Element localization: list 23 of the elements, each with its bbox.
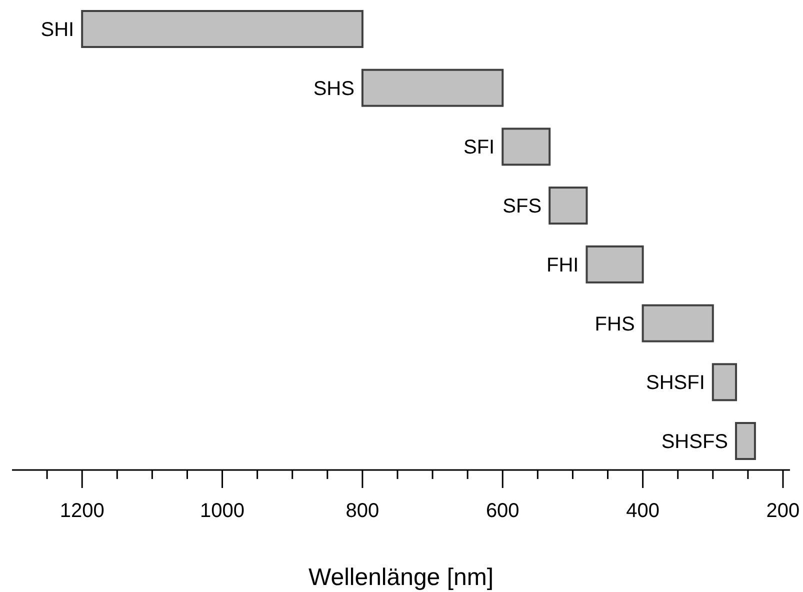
- x-tick-label: 800: [346, 500, 380, 522]
- y-tick-label: SHSFS: [661, 431, 728, 453]
- bar: [712, 363, 738, 402]
- y-tick-label: FHI: [546, 254, 579, 276]
- y-tick-label: SHS: [313, 78, 354, 100]
- bar: [502, 128, 551, 166]
- x-axis-title: Wellenlänge [nm]: [308, 564, 494, 591]
- y-tick-label: SFI: [464, 136, 495, 159]
- x-tick-label: 1000: [200, 500, 245, 522]
- bar: [735, 422, 756, 460]
- y-tick-label: SHI: [40, 19, 74, 41]
- x-tick-label: 1200: [60, 500, 104, 522]
- bar: [642, 304, 714, 342]
- x-tick-label: 400: [626, 500, 660, 522]
- bar: [361, 68, 504, 107]
- x-tick-label: 200: [766, 500, 800, 522]
- bar: [81, 10, 364, 48]
- y-tick-label: FHS: [594, 313, 635, 336]
- y-tick-label: SHSFI: [646, 372, 705, 394]
- bar: [586, 245, 644, 284]
- y-tick-label: SFS: [502, 196, 542, 218]
- bar: [548, 186, 588, 225]
- x-tick-label: 600: [486, 500, 520, 522]
